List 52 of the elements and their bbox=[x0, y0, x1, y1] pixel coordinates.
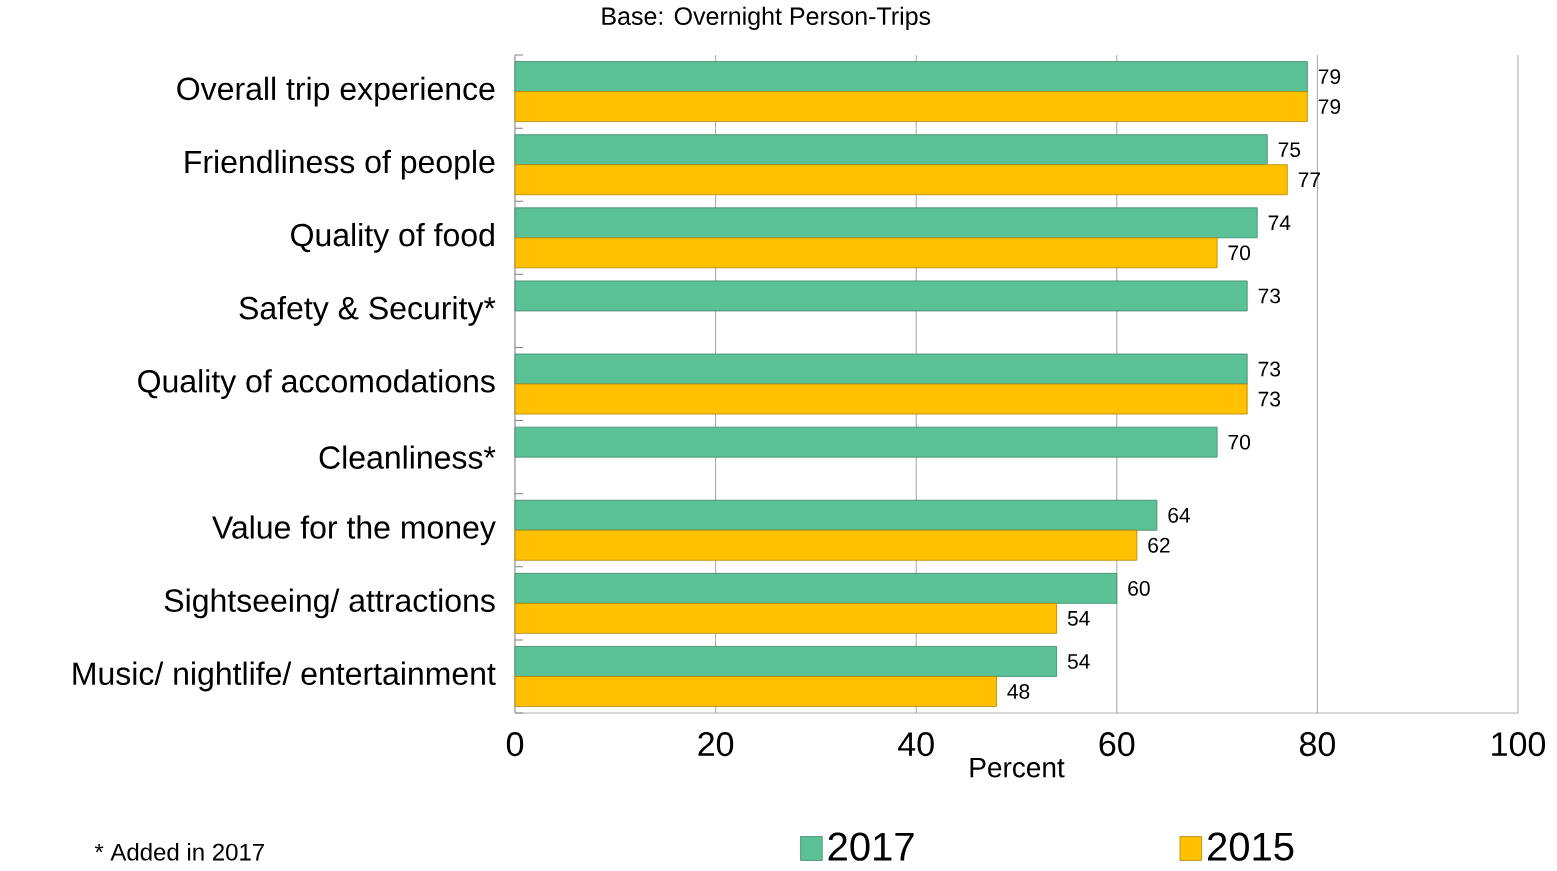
bar bbox=[514, 529, 1138, 561]
data-label: 54 bbox=[1067, 610, 1090, 626]
bar bbox=[514, 499, 1158, 531]
x-tick-label: 0 bbox=[506, 731, 524, 756]
data-label: 73 bbox=[1258, 361, 1281, 377]
y-tick-label: Music/ nightlife/ entertainment bbox=[73, 661, 496, 692]
x-tick-label: 40 bbox=[898, 731, 934, 756]
bar bbox=[514, 426, 1218, 458]
data-label: 74 bbox=[1268, 215, 1291, 230]
x-tick-label: 20 bbox=[698, 731, 734, 756]
bar bbox=[514, 383, 1248, 415]
bar bbox=[514, 602, 1058, 634]
data-label: 64 bbox=[1168, 507, 1191, 523]
data-label: 54 bbox=[1067, 653, 1090, 669]
legend-label: 2015 bbox=[1208, 832, 1294, 861]
y-tick-label: Sightseeing/ attractions bbox=[164, 588, 495, 619]
bar bbox=[514, 237, 1218, 269]
data-label: 73 bbox=[1258, 288, 1281, 304]
y-tick-label: Quality of food bbox=[291, 222, 494, 253]
bar bbox=[514, 134, 1268, 165]
data-label: 48 bbox=[1007, 683, 1030, 699]
data-label: 79 bbox=[1318, 68, 1341, 84]
bar bbox=[514, 280, 1248, 312]
bar bbox=[514, 207, 1258, 239]
bar bbox=[514, 353, 1248, 385]
bar bbox=[514, 61, 1308, 92]
x-tick-label: 60 bbox=[1099, 731, 1135, 756]
bar bbox=[514, 675, 997, 707]
bar bbox=[514, 572, 1118, 604]
y-tick-label: Safety & Security* bbox=[239, 295, 496, 326]
y-tick-label: Overall trip experience bbox=[177, 76, 495, 107]
text: * Added in 2017 bbox=[94, 842, 264, 861]
x-tick-label: 80 bbox=[1299, 731, 1335, 756]
legend-label: 2017 bbox=[828, 832, 914, 861]
data-label: 79 bbox=[1318, 98, 1341, 114]
data-label: 77 bbox=[1298, 172, 1320, 187]
bar bbox=[514, 164, 1288, 195]
data-label: 75 bbox=[1278, 142, 1301, 157]
data-label: 62 bbox=[1148, 537, 1170, 553]
x-tick-label: 100 bbox=[1492, 731, 1546, 756]
data-label: 60 bbox=[1128, 580, 1150, 596]
data-label: 70 bbox=[1228, 245, 1251, 261]
x-axis-title: Percent bbox=[970, 757, 1065, 778]
y-tick-label: Friendliness of people bbox=[185, 149, 495, 180]
chart-title: Base: Overnight Person-Trips bbox=[602, 6, 931, 30]
y-tick-label: Value for the money bbox=[212, 515, 496, 545]
y-tick-label: Cleanliness* bbox=[319, 445, 496, 469]
data-label: 70 bbox=[1228, 434, 1251, 450]
bar bbox=[514, 645, 1058, 677]
bar bbox=[514, 91, 1308, 122]
data-label: 73 bbox=[1258, 391, 1281, 407]
y-tick-label: Quality of accomodations bbox=[138, 368, 495, 399]
